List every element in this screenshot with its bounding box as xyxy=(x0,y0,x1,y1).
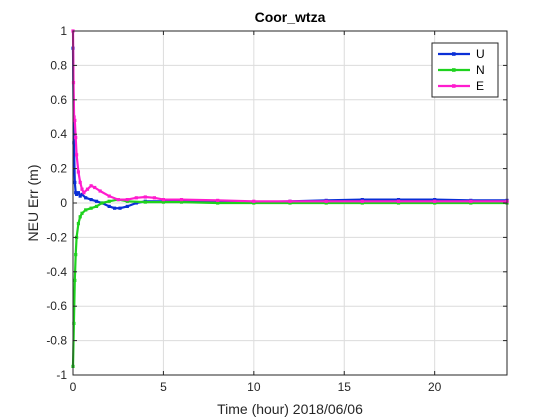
series-point-e xyxy=(74,136,78,140)
y-tick-label: -0.6 xyxy=(46,299,67,313)
y-tick-label: 0.6 xyxy=(50,93,67,107)
series-point-u xyxy=(433,198,437,202)
series-point-e xyxy=(469,199,473,203)
series-point-u xyxy=(84,196,88,200)
y-tick-label: -1 xyxy=(56,368,67,382)
series-point-n xyxy=(143,200,147,204)
y-tick-label: -0.2 xyxy=(46,230,67,244)
y-tick-label: 1 xyxy=(60,24,67,38)
legend: UNE xyxy=(431,42,499,98)
y-tick-label: -0.8 xyxy=(46,334,67,348)
series-point-u xyxy=(80,192,84,196)
series-point-e xyxy=(75,153,79,157)
series-point-u xyxy=(89,198,93,202)
series-point-u xyxy=(94,199,99,203)
series-point-e xyxy=(78,180,82,184)
series-point-e xyxy=(360,199,364,203)
legend-label-n: N xyxy=(476,63,485,77)
legend-label-u: U xyxy=(476,47,485,61)
series-point-u xyxy=(113,206,117,210)
series-point-n xyxy=(74,253,78,257)
legend-label-e: E xyxy=(476,79,484,93)
x-tick-label: 0 xyxy=(70,380,77,394)
x-tick-label: 20 xyxy=(428,380,442,394)
series-point-e xyxy=(85,187,90,191)
series-point-n xyxy=(161,200,165,204)
series-point-u xyxy=(73,180,77,184)
series-point-u xyxy=(360,198,364,202)
series-point-n xyxy=(324,201,328,205)
y-tick-label: 0.8 xyxy=(50,58,67,72)
series-point-e xyxy=(107,194,111,198)
series-point-e xyxy=(161,198,165,202)
series-point-n xyxy=(100,201,104,205)
series-point-e xyxy=(252,199,256,203)
series-point-e xyxy=(76,170,80,174)
series-point-n xyxy=(72,321,76,325)
series-point-u xyxy=(78,194,82,198)
series-point-e xyxy=(73,118,77,122)
series-point-e xyxy=(134,196,138,200)
series-point-e xyxy=(89,184,93,188)
series-point-n xyxy=(288,201,292,205)
y-axis-title: NEU Err (m) xyxy=(25,165,41,242)
x-tick-label: 15 xyxy=(338,380,352,394)
legend-marker-u xyxy=(452,52,456,56)
series-point-e xyxy=(216,198,220,202)
series-point-e xyxy=(143,195,147,199)
series-point-e xyxy=(433,199,437,203)
series-point-u xyxy=(118,206,122,210)
series-point-e xyxy=(179,198,184,202)
y-tick-label: 0.4 xyxy=(50,127,67,141)
series-point-e xyxy=(93,185,97,190)
series-point-u xyxy=(396,198,401,202)
series-layer xyxy=(71,29,509,368)
series-point-u xyxy=(107,204,111,208)
series-point-u xyxy=(125,204,129,208)
series-point-n xyxy=(396,201,401,205)
x-tick-label: 10 xyxy=(247,380,261,394)
series-point-u xyxy=(134,201,138,205)
series-point-n xyxy=(73,278,77,282)
series-point-n xyxy=(252,201,256,205)
series-point-n xyxy=(469,201,473,205)
series-point-n xyxy=(107,199,111,203)
series-point-n xyxy=(216,201,220,205)
series-point-n xyxy=(360,201,364,205)
ticks: 0 5 10 15 20 -1 -0.8 -0.6 -0.4 -0.2 0 0.2 0.4 0.6 0.8 1 xyxy=(46,24,507,394)
x-tick-label: 5 xyxy=(160,380,167,394)
series-point-e xyxy=(98,189,102,193)
series-point-n xyxy=(80,211,84,215)
series-point-e xyxy=(116,198,120,202)
y-tick-label: -0.4 xyxy=(46,265,67,279)
series-point-n xyxy=(89,206,93,210)
series-point-u xyxy=(72,141,76,145)
series-point-n xyxy=(179,200,184,204)
series-point-e xyxy=(152,196,156,200)
series-point-n xyxy=(76,222,80,226)
y-tick-label: 0.2 xyxy=(50,162,67,176)
series-point-e xyxy=(396,199,401,203)
series-point-n xyxy=(433,201,437,205)
x-axis-title: Time (hour) 2018/06/06 xyxy=(217,401,363,417)
legend-marker-e xyxy=(452,84,456,88)
series-point-e xyxy=(72,115,76,119)
series-point-e xyxy=(288,199,292,203)
series-point-u xyxy=(76,191,80,195)
legend-marker-n xyxy=(452,68,456,72)
chart-title: Coor_wtza xyxy=(255,9,326,25)
series-point-e xyxy=(125,198,129,202)
series-point-n xyxy=(125,199,129,203)
series-point-n xyxy=(84,208,88,212)
series-point-n xyxy=(94,204,99,208)
series-point-n xyxy=(78,215,82,219)
series-point-u xyxy=(75,192,79,196)
series-point-u xyxy=(74,191,78,195)
y-tick-label: 0 xyxy=(60,196,67,210)
series-point-e xyxy=(82,191,86,195)
series-point-e xyxy=(324,199,328,203)
series-point-e xyxy=(80,187,84,191)
